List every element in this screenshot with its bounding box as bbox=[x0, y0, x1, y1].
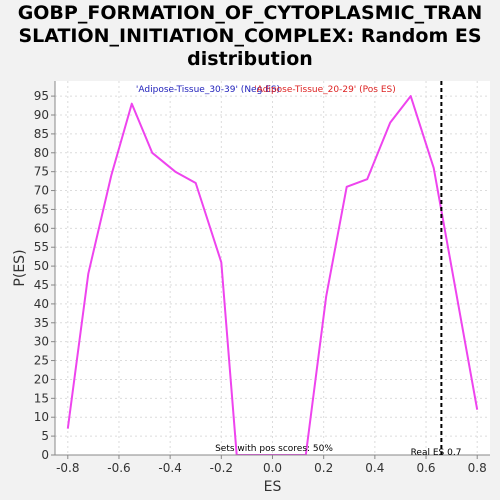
y-tick-label: 30 bbox=[34, 335, 49, 349]
chart-title-line-1: GOBP_FORMATION_OF_CYTOPLASMIC_TRAN bbox=[17, 2, 483, 24]
x-tick-label: -0.6 bbox=[107, 461, 130, 475]
chart-title-line-2: SLATION_INITIATION_COMPLEX: Random ES bbox=[18, 25, 482, 47]
y-tick-label: 5 bbox=[41, 429, 49, 443]
y-tick-label: 15 bbox=[34, 391, 49, 405]
x-axis-label: ES bbox=[264, 479, 282, 495]
y-tick-label: 75 bbox=[34, 165, 49, 179]
y-axis-label: P(ES) bbox=[12, 249, 28, 286]
x-tick-label: -0.8 bbox=[56, 461, 79, 475]
x-tick-label: 0.8 bbox=[468, 461, 487, 475]
y-tick-label: 90 bbox=[34, 108, 49, 122]
pos-scores-note: Sets with pos scores: 50% bbox=[215, 444, 333, 454]
y-tick-label: 10 bbox=[34, 410, 49, 424]
legend-entry-pos-es: 'Adipose-Tissue_20-29' (Pos ES) bbox=[254, 85, 395, 95]
real-es-label: Real ES 0.7 bbox=[411, 448, 462, 458]
y-tick-label: 0 bbox=[41, 448, 49, 462]
y-tick-label: 85 bbox=[34, 127, 49, 141]
x-tick-label: 0.6 bbox=[416, 461, 435, 475]
y-axis-ticks: 0 5 10 15 20 25 30 35 40 45 50 55 60 65 70 75 80 85 90 95 bbox=[34, 89, 55, 462]
y-tick-label: 25 bbox=[34, 354, 49, 368]
y-tick-label: 55 bbox=[34, 240, 49, 254]
y-tick-label: 40 bbox=[34, 297, 49, 311]
series-layer bbox=[66, 95, 479, 455]
y-tick-label: 50 bbox=[34, 259, 49, 273]
legend: 'Adipose-Tissue_30-39' (Neg ES) 'Adipose… bbox=[136, 85, 396, 95]
x-tick-label: -0.2 bbox=[210, 461, 233, 475]
chart-title: GOBP_FORMATION_OF_CYTOPLASMIC_TRAN SLATI… bbox=[0, 2, 500, 71]
x-tick-label: 0.4 bbox=[365, 461, 384, 475]
y-tick-label: 65 bbox=[34, 202, 49, 216]
x-tick-label: -0.4 bbox=[158, 461, 181, 475]
y-tick-label: 60 bbox=[34, 221, 49, 235]
legend-entry-neg-es: 'Adipose-Tissue_30-39' (Neg ES) bbox=[136, 85, 280, 95]
y-tick-label: 80 bbox=[34, 146, 49, 160]
y-tick-label: 95 bbox=[34, 89, 49, 103]
y-tick-label: 45 bbox=[34, 278, 49, 292]
x-tick-label: 0.0 bbox=[263, 461, 282, 475]
x-tick-label: 0.2 bbox=[314, 461, 333, 475]
x-axis-ticks: -0.8 -0.6 -0.4 -0.2 0.0 0.2 0.4 0.6 0.8 bbox=[56, 455, 487, 475]
series-line bbox=[66, 95, 479, 455]
y-tick-label: 20 bbox=[34, 372, 49, 386]
y-tick-label: 70 bbox=[34, 184, 49, 198]
y-tick-label: 35 bbox=[34, 316, 49, 330]
chart-title-line-3: distribution bbox=[187, 48, 313, 70]
